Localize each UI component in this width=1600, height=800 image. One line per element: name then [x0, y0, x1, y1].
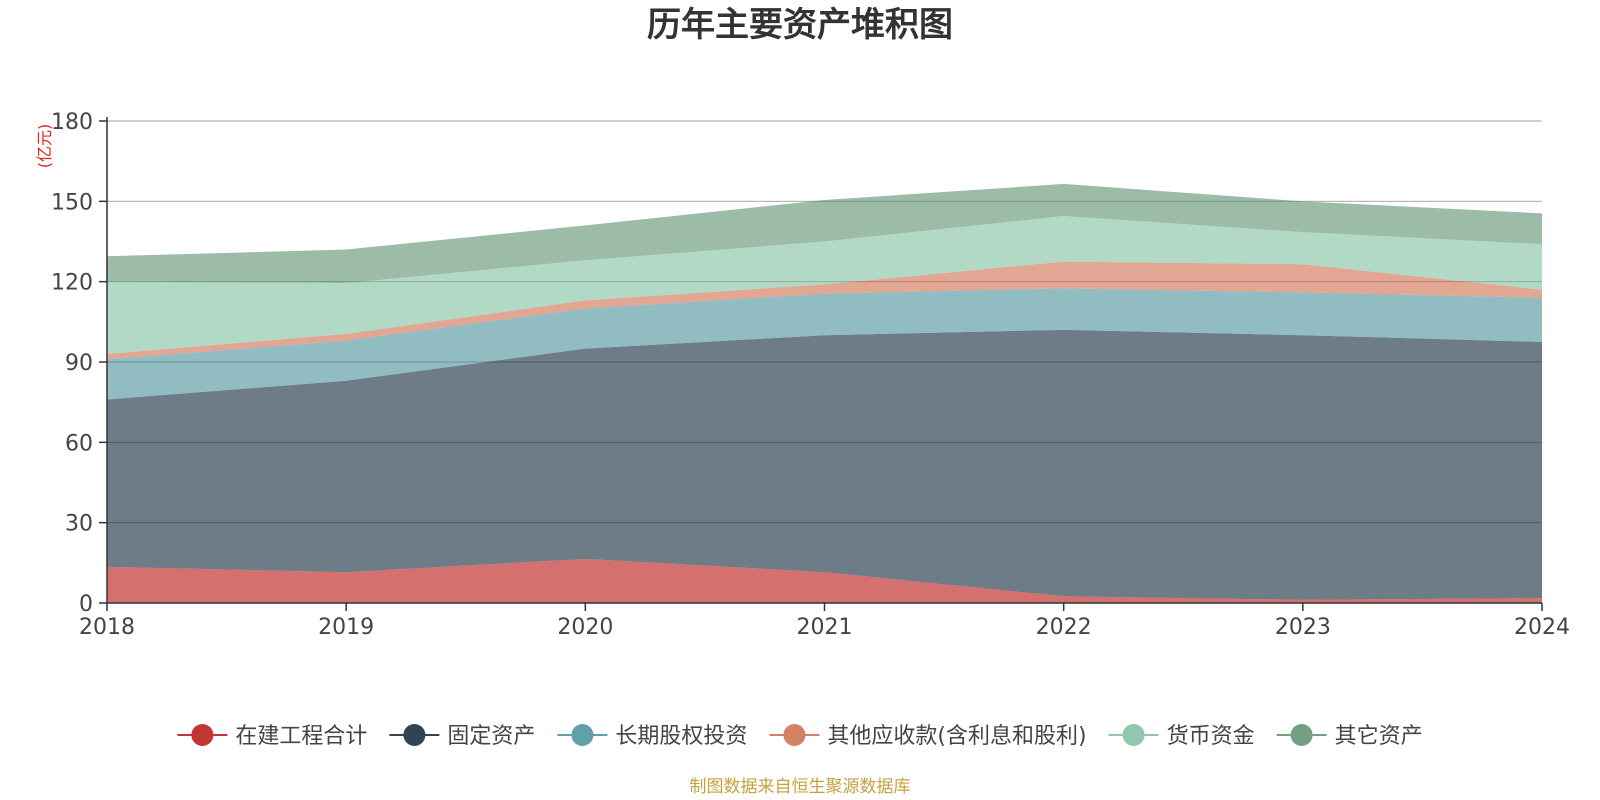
y-tick-label: 0 [79, 592, 93, 617]
x-tick-label: 2024 [1514, 615, 1570, 640]
chart-title: 历年主要资产堆积图 [647, 5, 953, 45]
legend-marker-icon [403, 724, 426, 746]
x-tick-label: 2019 [318, 615, 374, 640]
legend-label: 其他应收款(含利息和股利) [827, 724, 1086, 749]
x-tick-label: 2022 [1036, 615, 1092, 640]
legend-label: 长期股权投资 [615, 724, 747, 749]
x-tick-label: 2018 [79, 615, 135, 640]
legend-item-1[interactable]: 在建工程合计 [177, 724, 367, 749]
legend-label: 货币资金 [1167, 724, 1255, 749]
area-series-2 [107, 329, 1542, 600]
area-series-4 [107, 261, 1542, 360]
legend-marker-icon [191, 724, 214, 746]
legend-item-3[interactable]: 长期股权投资 [557, 724, 747, 749]
area-series-5 [107, 216, 1542, 354]
x-tick-label: 2020 [557, 615, 613, 640]
legend-label: 在建工程合计 [235, 724, 367, 749]
legend-item-6[interactable]: 其它资产 [1276, 724, 1423, 749]
y-tick-label: 150 [51, 190, 93, 215]
data-source-note: 制图数据来自恒生聚源数据库 [690, 777, 911, 797]
area-series [107, 120, 1542, 603]
legend-marker-icon [1290, 724, 1313, 746]
legend[interactable]: 在建工程合计 固定资产 长期股权投资 其他应收款(含利息和股利) 货币资金 其它资产 [177, 724, 1423, 749]
legend-label: 固定资产 [447, 724, 535, 749]
axes: 0 30 60 90 120 150 180 2018 2019 2020 2021 2022 2023… [51, 110, 1570, 640]
legend-marker-icon [1122, 724, 1145, 746]
area-series-3 [107, 288, 1542, 400]
y-axis-unit-label: (亿元) [35, 124, 54, 169]
legend-item-5[interactable]: 货币资金 [1108, 724, 1255, 749]
legend-label: 其它资产 [1335, 724, 1423, 749]
legend-item-4[interactable]: 其他应收款(含利息和股利) [769, 724, 1087, 749]
y-tick-label: 30 [65, 512, 93, 537]
area-series-6 [107, 183, 1542, 284]
legend-marker-icon [571, 724, 594, 746]
legend-marker-icon [783, 724, 806, 746]
y-tick-label: 60 [65, 431, 93, 456]
x-tick-label: 2023 [1275, 615, 1331, 640]
legend-item-2[interactable]: 固定资产 [389, 724, 535, 749]
y-tick-label: 90 [65, 351, 93, 376]
area-series-1 [107, 558, 1542, 603]
y-tick-label: 120 [51, 271, 93, 296]
y-tick-label: 180 [51, 110, 93, 135]
x-tick-label: 2021 [797, 615, 853, 640]
